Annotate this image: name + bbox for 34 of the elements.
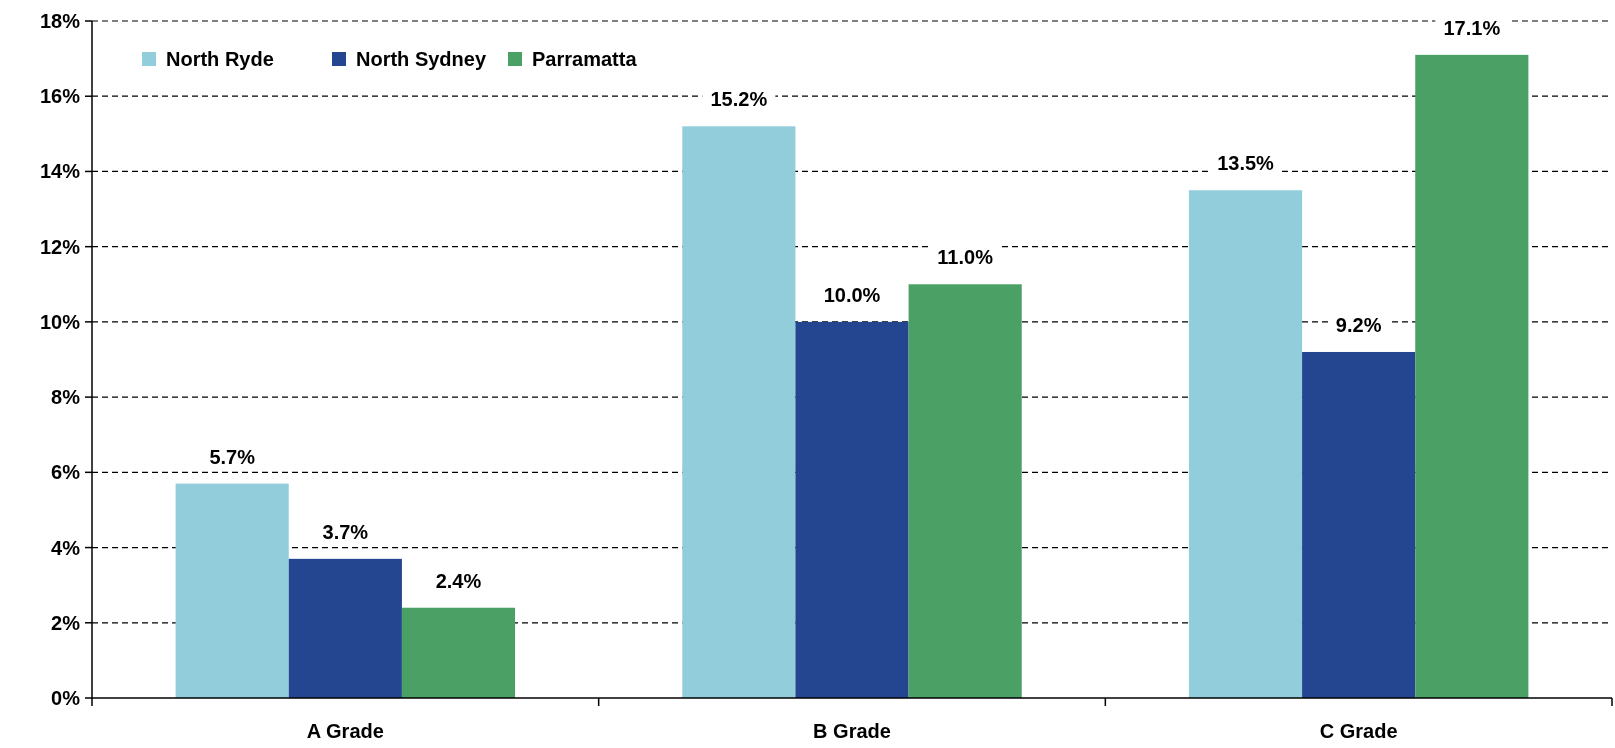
data-label: 17.1%	[1443, 16, 1501, 39]
data-label: 10.0%	[823, 283, 881, 306]
y-tick-label: 6%	[51, 461, 81, 484]
data-label: 15.2%	[710, 88, 768, 111]
data-label: 9.2%	[1335, 313, 1382, 336]
bar	[401, 607, 516, 698]
bar	[682, 126, 796, 698]
y-tick-label: 2%	[51, 611, 81, 634]
bar	[1302, 351, 1416, 698]
bar	[795, 321, 909, 698]
data-label: 3.7%	[322, 520, 369, 543]
data-label: 13.5%	[1217, 152, 1275, 175]
y-tick-label: 18%	[39, 10, 81, 32]
bar	[288, 558, 402, 698]
data-label: 2.4%	[435, 569, 482, 592]
bar	[908, 284, 1022, 698]
y-tick-label: 12%	[39, 235, 81, 258]
legend-label: North Sydney	[356, 48, 487, 70]
bar	[1415, 54, 1529, 698]
y-tick-label: 4%	[51, 536, 81, 559]
bar	[1188, 190, 1303, 698]
x-tick-label: A Grade	[306, 720, 384, 742]
y-tick-label: 8%	[51, 386, 81, 409]
y-tick-label: 14%	[39, 160, 81, 183]
y-tick-label: 10%	[39, 310, 81, 333]
legend-label: Parramatta	[532, 48, 638, 70]
data-label: 5.7%	[209, 445, 256, 468]
legend-label: North Ryde	[166, 48, 274, 70]
x-tick-label: C Grade	[1319, 720, 1398, 742]
y-tick-label: 0%	[51, 687, 81, 709]
bar	[175, 483, 289, 698]
x-tick-label: B Grade	[813, 720, 891, 742]
y-tick-label: 16%	[39, 85, 81, 108]
data-label: 11.0%	[937, 246, 994, 269]
